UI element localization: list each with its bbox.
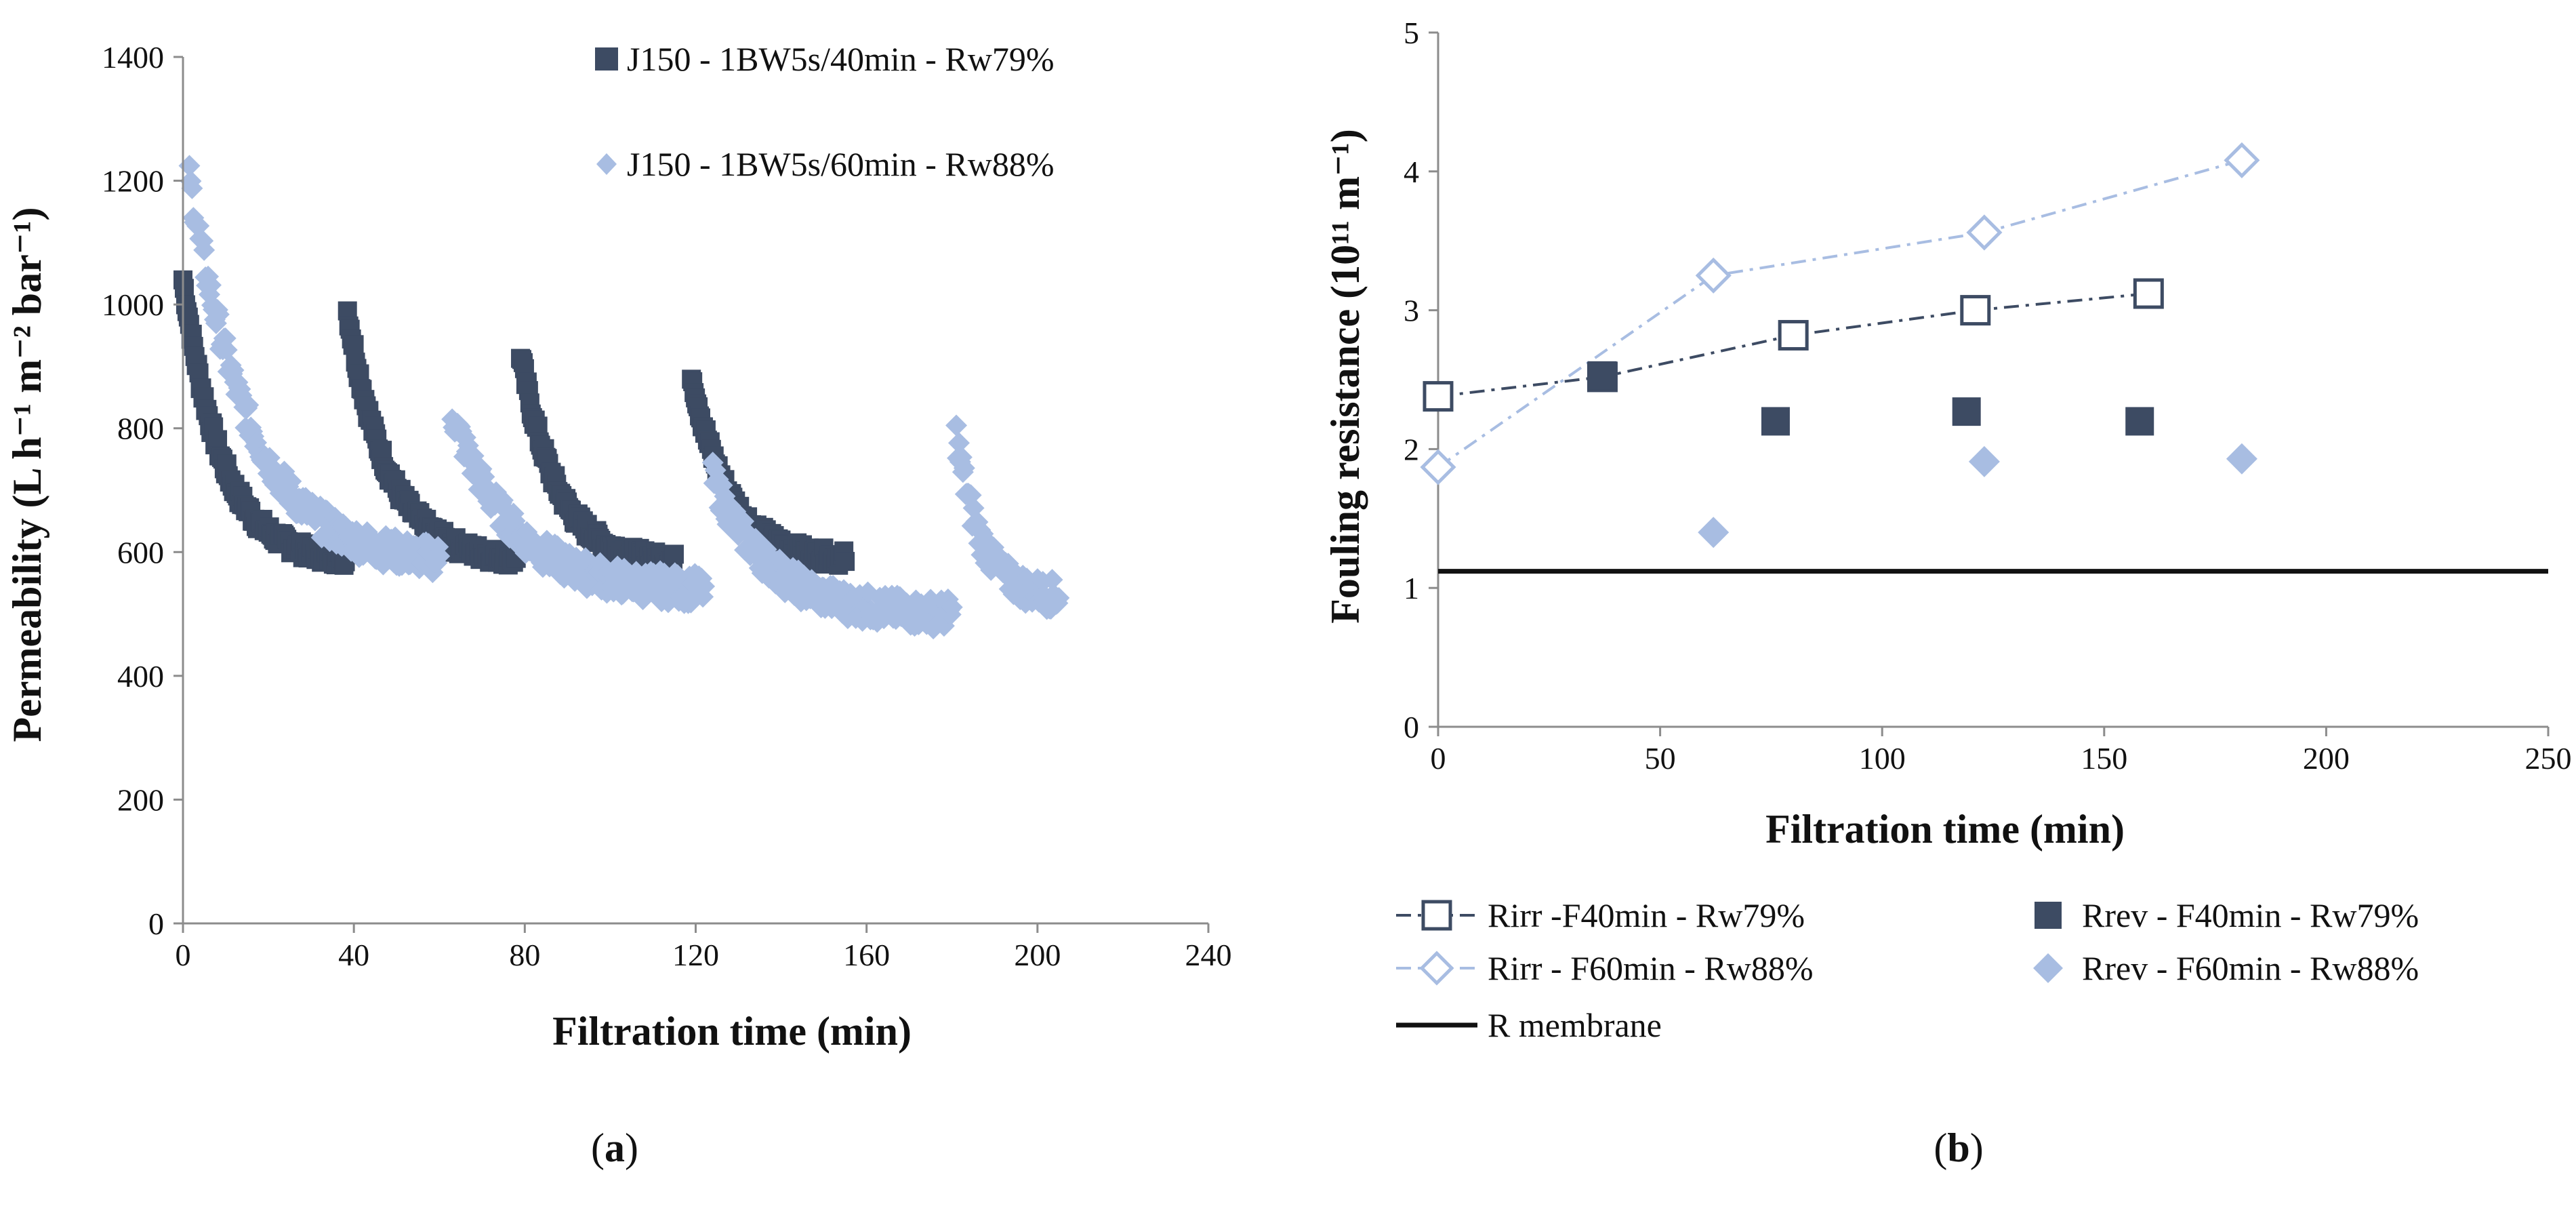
panel-b-legend: Rirr -F40min - Rw79% Rrev - F40min - Rw7…	[1396, 896, 2419, 1044]
x-tick-label: 80	[509, 938, 540, 972]
panel-b-fouling-resistance-chart: 0 50 100 150 200 250 0 1 2 3 4 5 Filtration time (m…	[1323, 16, 2572, 1170]
data-point-open-diamond	[2224, 142, 2260, 178]
y-tick-label: 3	[1404, 294, 1419, 328]
panel-a-label: (a)	[591, 1125, 638, 1170]
x-tick-label: 50	[1645, 741, 1676, 776]
x-tick-label: 0	[176, 938, 191, 972]
data-point-square	[1588, 361, 1617, 390]
legend-label: J150 - 1BW5s/60min - Rw88%	[627, 145, 1055, 183]
data-point-diamond	[693, 575, 716, 597]
y-tick-label: 4	[1404, 155, 1419, 189]
x-tick-label: 100	[1859, 741, 1906, 776]
permeability-data-points	[173, 155, 1070, 640]
data-point-open-square	[2133, 278, 2164, 309]
legend-item-j150-60min: J150 - 1BW5s/60min - Rw88%	[596, 145, 1055, 183]
data-point-diamond	[428, 545, 451, 567]
x-tick-label: 0	[1431, 741, 1446, 776]
data-point-diamond	[1968, 445, 2000, 477]
legend-label: J150 - 1BW5s/40min - Rw79%	[627, 40, 1055, 78]
data-point-diamond	[237, 394, 260, 416]
legend-marker-diamond	[596, 153, 617, 175]
x-tick-label: 120	[672, 938, 719, 972]
legend-label: Rrev - F60min - Rw88%	[2082, 949, 2419, 987]
panel-a-x-axis-title: Filtration time (min)	[552, 1009, 912, 1054]
data-point-diamond	[181, 177, 203, 199]
x-tick-label: 200	[2303, 741, 2350, 776]
data-point-diamond	[188, 215, 210, 237]
y-tick-label: 200	[117, 782, 164, 817]
data-point-square	[1761, 407, 1790, 436]
x-tick-label: 240	[1185, 938, 1232, 972]
data-point-square	[836, 552, 855, 572]
y-tick-label: 5	[1404, 16, 1419, 50]
y-tick-label: 0	[1404, 710, 1419, 744]
data-point-square	[208, 430, 228, 449]
x-tick-label: 40	[338, 938, 369, 972]
legend-marker-square	[2035, 902, 2062, 929]
fouling-data-points	[1420, 142, 2260, 548]
legend-label: Rirr - F60min - Rw88%	[1488, 949, 1814, 987]
data-point-open-diamond	[1420, 449, 1456, 485]
legend-item-rirr-f40: Rirr -F40min - Rw79%	[1396, 896, 1805, 934]
legend-marker-diamond	[2033, 953, 2063, 983]
panel-b-y-axis-title: Fouling resistance (10¹¹ m⁻¹)	[1323, 129, 1368, 623]
x-tick-label: 150	[2081, 741, 2127, 776]
legend-marker-square	[595, 47, 618, 71]
legend-item-rrev-f60: Rrev - F60min - Rw88%	[2033, 949, 2419, 987]
data-point-open-diamond	[1695, 257, 1732, 294]
data-point-square	[664, 544, 684, 564]
x-tick-label: 200	[1014, 938, 1061, 972]
y-tick-label: 1000	[102, 287, 164, 322]
data-point-diamond	[1048, 586, 1070, 609]
data-point-diamond	[216, 339, 238, 361]
data-point-open-diamond	[1966, 214, 2003, 251]
data-point-square	[2125, 407, 2154, 436]
data-point-open-square	[1778, 319, 1809, 351]
legend-label: Rirr -F40min - Rw79%	[1488, 896, 1805, 934]
x-tick-label: 250	[2525, 741, 2572, 776]
data-point-square	[1952, 397, 1981, 426]
y-tick-label: 800	[117, 412, 164, 446]
data-point-diamond	[941, 596, 963, 618]
panel-a-legend: J150 - 1BW5s/40min - Rw79% J150 - 1BW5s/…	[595, 40, 1055, 183]
legend-item-rirr-f60: Rirr - F60min - Rw88%	[1396, 949, 1814, 987]
legend-label: Rrev - F40min - Rw79%	[2082, 896, 2419, 934]
y-tick-label: 1400	[102, 40, 164, 75]
y-tick-label: 400	[117, 659, 164, 694]
y-tick-label: 600	[117, 535, 164, 569]
data-point-diamond	[1041, 569, 1063, 591]
data-point-diamond	[193, 239, 216, 261]
series-line	[1437, 159, 2243, 468]
legend-marker-open-diamond	[1419, 951, 1454, 986]
x-tick-label: 160	[843, 938, 890, 972]
data-point-diamond	[1698, 517, 1730, 548]
data-point-diamond	[953, 457, 975, 479]
data-point-square	[373, 441, 392, 460]
legend-label: R membrane	[1488, 1006, 1662, 1044]
data-point-diamond	[200, 274, 222, 296]
y-tick-label: 2	[1404, 432, 1419, 466]
legend-item-r-membrane: R membrane	[1396, 1006, 1662, 1044]
panel-b-x-axis-title: Filtration time (min)	[1765, 807, 2125, 852]
data-point-diamond	[2226, 443, 2257, 475]
y-tick-label: 1	[1404, 571, 1419, 605]
y-tick-label: 0	[148, 906, 164, 941]
legend-item-rrev-f40: Rrev - F40min - Rw79%	[2035, 896, 2419, 934]
data-point-open-square	[1960, 295, 1991, 326]
data-point-diamond	[331, 535, 353, 557]
data-point-square	[174, 279, 194, 298]
data-point-square	[344, 335, 364, 355]
data-point-diamond	[947, 432, 970, 454]
data-point-diamond	[280, 470, 302, 492]
data-point-diamond	[945, 414, 968, 437]
panel-a-y-axis-title: Permeability (L h⁻¹ m⁻² bar⁻¹)	[5, 207, 49, 742]
data-point-diamond	[207, 303, 230, 325]
data-point-open-square	[1423, 381, 1454, 412]
y-tick-label: 1200	[102, 164, 164, 199]
panel-b-label: (b)	[1934, 1125, 1983, 1170]
legend-marker-open-square	[1421, 900, 1452, 931]
legend-item-j150-40min: J150 - 1BW5s/40min - Rw79%	[595, 40, 1055, 78]
panel-a-permeability-chart: 0 40 80 120 160 200 240 0 200 400 600 800 1000 1200 14…	[5, 40, 1232, 1170]
